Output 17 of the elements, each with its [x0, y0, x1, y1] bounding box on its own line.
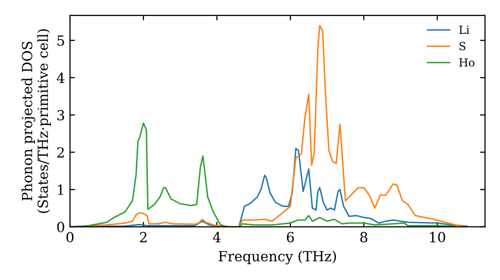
- x-tick-label: 10: [430, 232, 446, 242]
- x-tick-label: 0: [66, 232, 74, 242]
- y-tick-label: 0: [57, 222, 64, 232]
- x-tick-label: 6: [286, 232, 294, 242]
- y-tick-label: 3: [57, 110, 64, 120]
- y-tick-label: 1: [58, 184, 64, 195]
- legend-label: Ho: [459, 58, 474, 67]
- x-tick-label: 2: [140, 232, 147, 242]
- y-tick-label: 4: [56, 72, 64, 83]
- y-axis-title: Phonon projected DOS (States/THz·primitive cell): [22, 29, 51, 213]
- legend-label: S: [460, 42, 466, 50]
- y-tick-label: 2: [57, 147, 64, 158]
- y-tick-label: 5: [57, 36, 64, 46]
- legend-label: Li: [459, 26, 470, 34]
- x-axis-title: Frequency (THz): [218, 250, 336, 264]
- x-tick-label: 4: [212, 232, 221, 242]
- x-tick-label: 8: [360, 232, 368, 242]
